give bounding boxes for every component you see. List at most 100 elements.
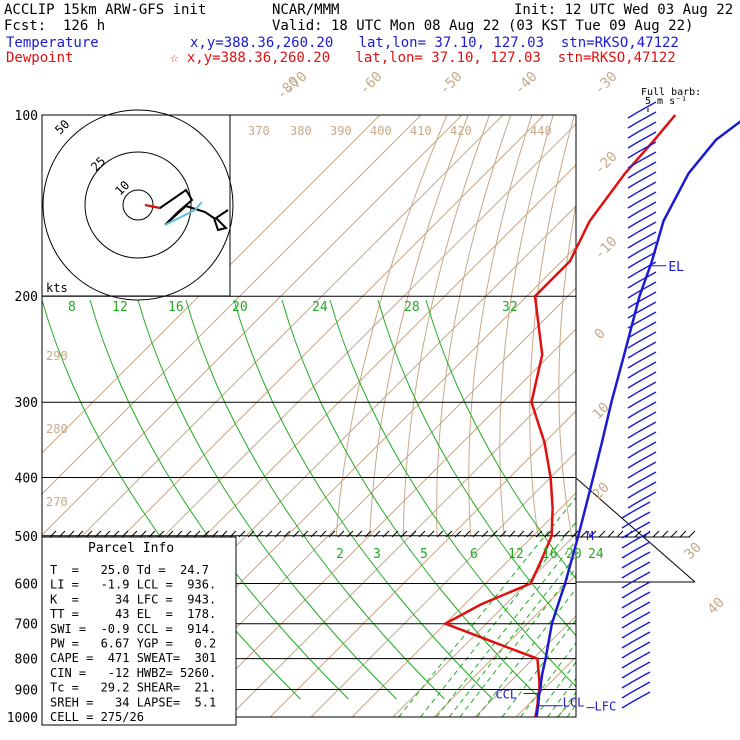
- temperature-line: [535, 120, 740, 718]
- dry-adiabat-line: [641, 115, 740, 717]
- mixing-ratio-line: [547, 677, 576, 718]
- mixing-ratio-label: 16: [542, 547, 558, 562]
- lfc-marker-label: LFC: [595, 700, 617, 714]
- wind-barb-flag: [631, 691, 651, 703]
- hatch-mark: [607, 530, 615, 538]
- parcel-row: K = 34 LFC = 943.: [50, 592, 216, 606]
- hatch-mark: [571, 530, 579, 538]
- wind-barb-flag: [637, 121, 657, 133]
- dry-adiabat-line: [369, 115, 469, 537]
- hatch-mark: [364, 530, 372, 538]
- isotherm-line: [449, 410, 576, 537]
- barb-legend-line2: 5 m s⁻¹: [645, 96, 687, 107]
- wind-barb-flag: [631, 661, 651, 673]
- theta-label: 420: [450, 124, 472, 138]
- hatch-mark: [184, 530, 192, 538]
- isotherm-line: [639, 115, 740, 717]
- hatch-mark: [400, 530, 408, 538]
- mixing-ratio-label: 24: [588, 547, 604, 562]
- hatch-mark: [256, 530, 264, 538]
- wind-barb-shaft: [627, 131, 639, 139]
- hatch-mark: [373, 530, 381, 538]
- theta-label: 390: [330, 124, 352, 138]
- theta-label: 370: [248, 124, 270, 138]
- wind-barb-shaft: [627, 381, 639, 389]
- wind-barb-shaft: [627, 181, 639, 189]
- wind-barb-flag: [631, 641, 651, 653]
- mixing-ratio-label: 20: [566, 547, 582, 562]
- mixing-ratio-label: 16: [168, 300, 184, 315]
- hodograph-units: kts: [46, 281, 68, 295]
- dry-adiabat-line: [692, 115, 740, 717]
- wind-barb-flag: [637, 361, 657, 373]
- hatch-mark: [76, 530, 84, 538]
- wind-barb-shaft: [627, 251, 639, 259]
- wind-barb-flag: [637, 231, 657, 243]
- hatch-mark: [679, 530, 687, 538]
- wind-barb-flag: [637, 171, 657, 183]
- hatch-mark: [517, 530, 525, 538]
- wind-barb-shaft: [627, 161, 639, 169]
- wind-barb-flag: [637, 451, 657, 463]
- wind-barb-flag: [631, 651, 651, 663]
- wind-barb-shaft: [627, 151, 639, 159]
- isotherm-label: -10: [592, 234, 621, 263]
- model-title: ACCLIP 15km ARW-GFS init: [4, 2, 207, 18]
- mixing-ratio-line: [448, 554, 576, 718]
- wind-barb-flag: [637, 421, 657, 433]
- wind-barb-shaft: [627, 281, 639, 289]
- isotherm-line: [42, 115, 422, 495]
- hatch-mark: [463, 530, 471, 538]
- wind-barb-shaft: [627, 311, 639, 319]
- wind-barb-flag: [631, 571, 651, 583]
- wind-barb-flag: [631, 541, 651, 553]
- mixing-ratio-line: [501, 618, 576, 718]
- dry-adiabat-line: [529, 115, 575, 537]
- hatch-mark: [616, 530, 624, 538]
- hatch-mark: [58, 530, 66, 538]
- hodograph-storm-motion: [164, 201, 203, 226]
- wind-barb-shaft: [621, 691, 633, 699]
- wind-barb-shaft: [627, 261, 639, 269]
- wind-barb-shaft: [627, 341, 639, 349]
- hatch-mark: [292, 530, 300, 538]
- dry-adiabat-line: [499, 115, 554, 537]
- wind-barb-flag: [631, 621, 651, 633]
- wind-barb-shaft: [627, 351, 639, 359]
- wind-barb-flag: [631, 511, 651, 523]
- theta-label: 400: [370, 124, 392, 138]
- pressure-tick-label: 800: [15, 653, 38, 668]
- pressure-tick-label: 200: [15, 290, 38, 305]
- theta-label: 410: [410, 124, 432, 138]
- wind-barb-shaft: [627, 141, 639, 149]
- wind-barb-shaft: [627, 321, 639, 329]
- isotherm-line: [598, 115, 740, 717]
- wind-barb-flag: [631, 521, 651, 533]
- isotherm-label: -50: [437, 69, 466, 98]
- hatch-mark: [112, 530, 120, 538]
- wind-barb-flag: [631, 531, 651, 543]
- wind-barb-shaft: [627, 301, 639, 309]
- wind-barb-shaft: [621, 531, 633, 539]
- isotherm-line: [269, 537, 451, 718]
- isotherm-line: [598, 115, 740, 717]
- hatch-mark: [355, 530, 363, 538]
- wind-barb-shaft: [627, 441, 639, 449]
- isotherm-line: [680, 115, 740, 717]
- wind-barb-flag: [637, 461, 657, 473]
- parcel-row: LI = -1.9 LCL = 936.: [50, 578, 216, 592]
- wind-barb-flag: [631, 631, 651, 643]
- wind-barb-shaft: [627, 431, 639, 439]
- hatch-mark: [598, 530, 606, 538]
- wind-barb-shaft: [627, 421, 639, 429]
- isotherm-line: [367, 328, 576, 537]
- isotherm-line: [433, 574, 576, 718]
- forecast-hour: Fcst: 126 h: [4, 18, 106, 34]
- isotherm-line: [121, 115, 545, 537]
- hatch-mark: [526, 530, 534, 538]
- wind-barb-flag: [637, 331, 657, 343]
- hodograph-box: [41, 114, 231, 297]
- hatch-mark: [139, 530, 147, 538]
- mixing-ratio-line: [534, 661, 576, 718]
